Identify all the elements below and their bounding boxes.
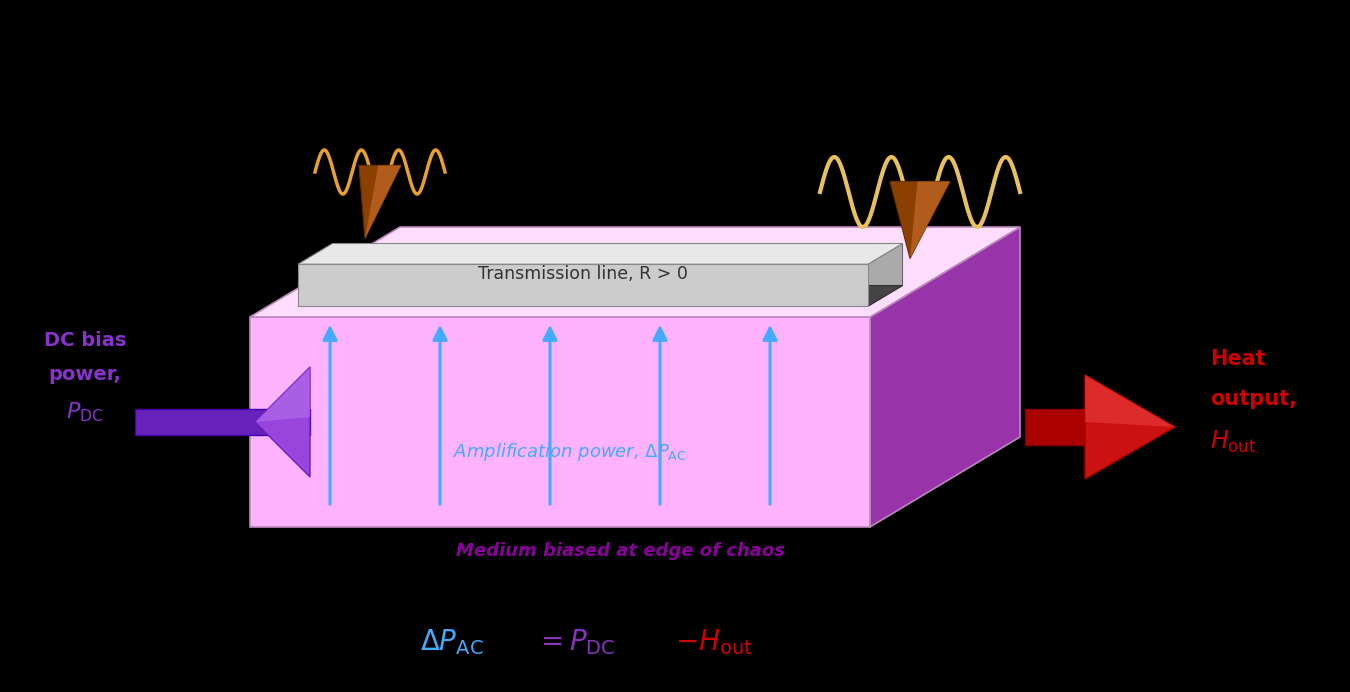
Polygon shape — [135, 409, 310, 435]
Text: output,: output, — [1210, 389, 1297, 409]
Polygon shape — [359, 165, 401, 239]
Text: $\Delta\mathit{P}_\mathrm{AC}$: $\Delta\mathit{P}_\mathrm{AC}$ — [420, 627, 483, 657]
Text: Heat: Heat — [1210, 349, 1266, 369]
Polygon shape — [255, 367, 310, 477]
Polygon shape — [890, 181, 950, 259]
Polygon shape — [910, 181, 950, 259]
Polygon shape — [1085, 375, 1174, 479]
Text: $\mathit{H}_\mathrm{out}$: $\mathit{H}_\mathrm{out}$ — [1210, 429, 1257, 455]
Polygon shape — [364, 165, 401, 239]
Polygon shape — [1025, 409, 1089, 445]
Text: Medium biased at edge of chaos: Medium biased at edge of chaos — [455, 542, 784, 560]
Polygon shape — [869, 227, 1021, 527]
Polygon shape — [298, 244, 903, 264]
Text: Transmission line, R > 0: Transmission line, R > 0 — [478, 265, 688, 283]
Text: Amplification power, $\Delta\mathit{P}_\mathrm{AC}$: Amplification power, $\Delta\mathit{P}_\… — [454, 441, 687, 463]
Text: DC bias: DC bias — [43, 331, 126, 350]
Polygon shape — [298, 286, 903, 306]
Text: $= \mathit{P}_\mathrm{DC}$: $= \mathit{P}_\mathrm{DC}$ — [535, 627, 616, 657]
Text: $- \mathit{H}_\mathrm{out}$: $- \mathit{H}_\mathrm{out}$ — [675, 627, 752, 657]
Text: $\mathit{P}_\mathrm{DC}$: $\mathit{P}_\mathrm{DC}$ — [66, 401, 104, 424]
Polygon shape — [1085, 375, 1174, 427]
Polygon shape — [250, 227, 1021, 317]
Polygon shape — [255, 367, 310, 422]
Polygon shape — [298, 264, 868, 306]
Text: power,: power, — [49, 365, 122, 384]
Polygon shape — [250, 317, 869, 527]
Polygon shape — [868, 244, 903, 306]
